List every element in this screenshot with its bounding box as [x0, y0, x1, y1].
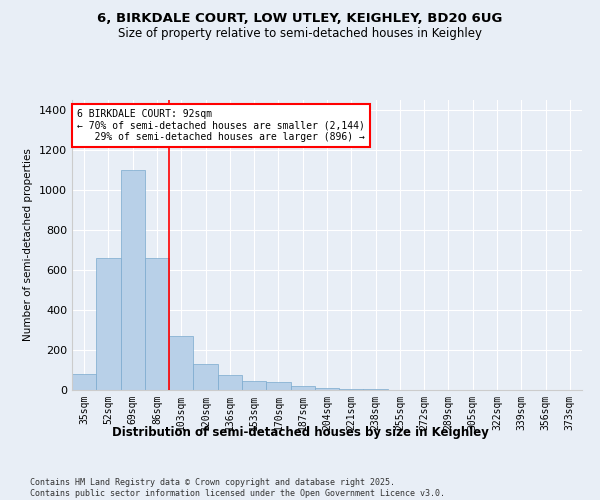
Bar [315, 388, 339, 390]
Text: 6 BIRKDALE COURT: 92sqm
← 70% of semi-detached houses are smaller (2,144)
   29%: 6 BIRKDALE COURT: 92sqm ← 70% of semi-de… [77, 108, 365, 142]
Text: Contains HM Land Registry data © Crown copyright and database right 2025.
Contai: Contains HM Land Registry data © Crown c… [30, 478, 445, 498]
Bar [290, 386, 315, 390]
Text: Size of property relative to semi-detached houses in Keighley: Size of property relative to semi-detach… [118, 28, 482, 40]
Bar [169, 336, 193, 390]
Bar [193, 364, 218, 390]
Bar [96, 258, 121, 390]
Bar [218, 375, 242, 390]
Text: 6, BIRKDALE COURT, LOW UTLEY, KEIGHLEY, BD20 6UG: 6, BIRKDALE COURT, LOW UTLEY, KEIGHLEY, … [97, 12, 503, 26]
Bar [242, 381, 266, 390]
Bar [72, 374, 96, 390]
Y-axis label: Number of semi-detached properties: Number of semi-detached properties [23, 148, 34, 342]
Bar [339, 389, 364, 390]
Text: Distribution of semi-detached houses by size in Keighley: Distribution of semi-detached houses by … [112, 426, 488, 439]
Bar [121, 170, 145, 390]
Bar [145, 258, 169, 390]
Bar [266, 382, 290, 390]
